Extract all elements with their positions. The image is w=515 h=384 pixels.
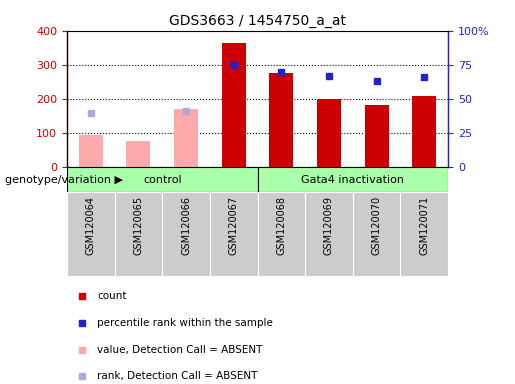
Bar	[79, 135, 102, 167]
Bar	[317, 99, 341, 167]
Text: genotype/variation ▶: genotype/variation ▶	[5, 174, 123, 185]
Text: GSM120067: GSM120067	[229, 196, 238, 255]
Bar	[127, 141, 150, 167]
Title: GDS3663 / 1454750_a_at: GDS3663 / 1454750_a_at	[169, 14, 346, 28]
Text: GSM120070: GSM120070	[372, 196, 382, 255]
Bar	[365, 105, 388, 167]
Bar	[67, 192, 115, 276]
Bar	[413, 96, 436, 167]
Text: GSM120065: GSM120065	[133, 196, 143, 255]
Bar	[162, 192, 210, 276]
Text: value, Detection Call = ABSENT: value, Detection Call = ABSENT	[97, 344, 263, 354]
Bar	[174, 109, 198, 167]
Text: GSM120066: GSM120066	[181, 196, 191, 255]
Bar	[353, 192, 401, 276]
Bar	[269, 73, 293, 167]
Text: GSM120068: GSM120068	[277, 196, 286, 255]
Bar	[305, 192, 353, 276]
Text: rank, Detection Call = ABSENT: rank, Detection Call = ABSENT	[97, 371, 258, 381]
Bar	[114, 192, 162, 276]
Bar	[258, 192, 305, 276]
Text: Gata4 inactivation: Gata4 inactivation	[301, 174, 404, 185]
Text: control: control	[143, 174, 182, 185]
Text: percentile rank within the sample: percentile rank within the sample	[97, 318, 273, 328]
Text: GSM120069: GSM120069	[324, 196, 334, 255]
Text: GSM120071: GSM120071	[419, 196, 429, 255]
Text: GSM120064: GSM120064	[86, 196, 96, 255]
Bar	[258, 167, 448, 192]
Text: count: count	[97, 291, 127, 301]
Bar	[222, 43, 246, 167]
Bar	[210, 192, 258, 276]
Bar	[67, 167, 258, 192]
Bar	[401, 192, 448, 276]
